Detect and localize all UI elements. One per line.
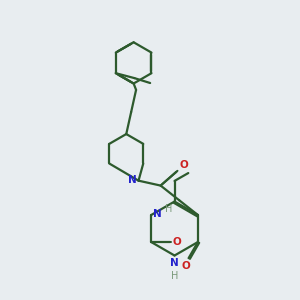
- Text: O: O: [181, 261, 190, 271]
- Text: N: N: [128, 175, 136, 185]
- Text: N: N: [153, 209, 162, 219]
- Text: O: O: [173, 237, 182, 247]
- Text: N: N: [170, 258, 179, 268]
- Text: H: H: [171, 271, 178, 281]
- Text: H: H: [165, 204, 172, 214]
- Text: O: O: [179, 160, 188, 170]
